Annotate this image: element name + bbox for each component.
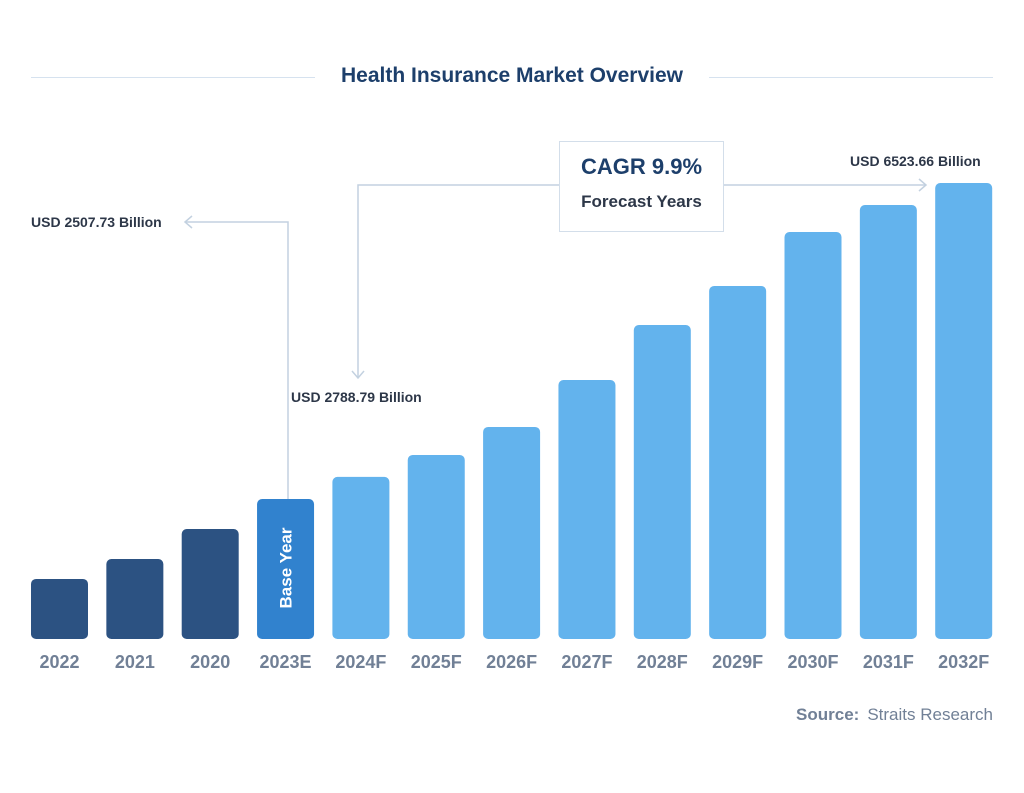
bar-2031F [859,205,917,639]
tick-label-2027F: 2027F [561,652,612,672]
bar-2030F [784,231,842,640]
base-value-label: USD 2507.73 Billion [31,214,162,230]
forecast-connector-left [357,184,559,378]
cagr-value: CAGR 9.9% [580,154,703,179]
source-value: Straits Research [867,705,993,724]
tick-label-2025F: 2025F [411,652,462,672]
tick-label-2020: 2020 [190,652,230,672]
base-connector [185,221,289,500]
base-arrow-icon [183,215,193,229]
bar-2029F [709,285,767,639]
bar-2022 [31,578,88,639]
tick-label-2032F: 2032F [938,652,989,672]
bar-2021 [106,558,164,639]
source-note: Source: Straits Research [796,705,993,725]
bar-2023E [257,498,315,639]
tick-label-2021: 2021 [115,652,155,672]
bar-2025F [407,454,465,639]
tick-label-2030F: 2030F [787,652,838,672]
bar-2028F [633,324,691,639]
source-label: Source: [796,705,860,724]
forecast-right-arrow-icon [918,178,928,192]
tick-label-2029F: 2029F [712,652,763,672]
chart-title: Health Insurance Market Overview [341,64,683,87]
bar-2024F [332,476,390,639]
forecast-down-arrow-icon [351,370,365,380]
bar-2026F [483,426,541,639]
tick-label-2031F: 2031F [863,652,914,672]
title-rule-right [709,77,993,78]
title-rule-left [31,77,315,78]
tick-label-2026F: 2026F [486,652,537,672]
cagr-box: CAGR 9.9% Forecast Years [559,141,724,232]
bar-2027F [558,379,616,639]
tick-label-2024F: 2024F [335,652,386,672]
tick-label-2028F: 2028F [637,652,688,672]
first-forecast-value-label: USD 2788.79 Billion [291,389,422,405]
tick-label-2022: 2022 [39,652,79,672]
bar-2020 [181,529,239,639]
last-forecast-value-label: USD 6523.66 Billion [850,153,981,169]
bar-2032F [935,183,993,639]
cagr-label: Forecast Years [581,192,702,211]
base-year-label: Base Year [277,527,296,608]
tick-label-2023E: 2023E [260,652,312,672]
